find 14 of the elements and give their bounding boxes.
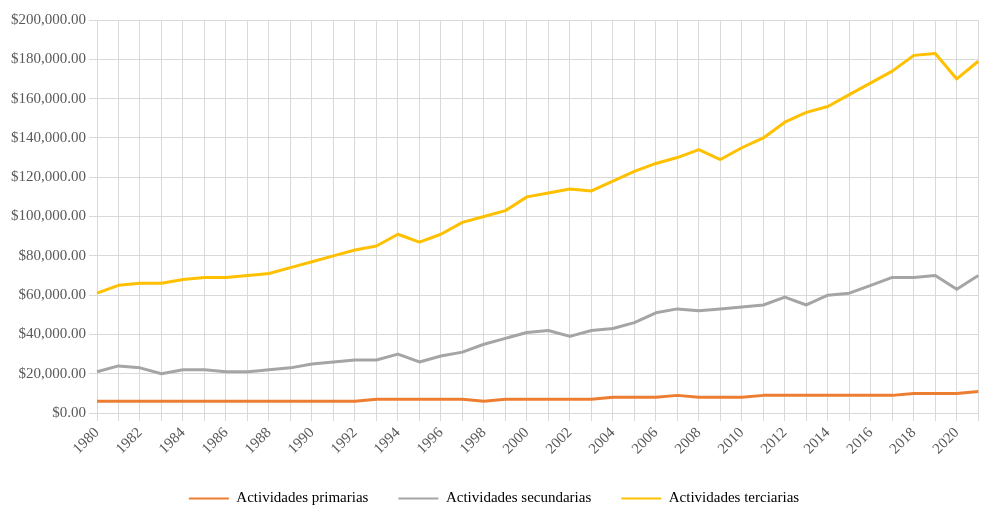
y-tick-label: $80,000.00 [18,246,86,263]
y-tick-label: $0.00 [52,404,86,420]
y-tick-label: $180,000.00 [11,50,86,67]
y-tick-label: $100,000.00 [11,207,86,224]
y-tick-label: $160,000.00 [11,89,86,106]
legend-label: Actividades secundarias [445,489,592,506]
legend-label: Actividades primarias [236,489,369,506]
y-tick-label: $60,000.00 [18,286,86,303]
y-tick-label: $120,000.00 [11,168,86,185]
y-tick-label: $200,000.00 [11,10,86,27]
legend-label: Actividades terciarias [668,489,800,506]
y-tick-label: $20,000.00 [18,364,86,381]
y-tick-label: $140,000.00 [11,128,86,145]
y-tick-label: $40,000.00 [18,325,86,342]
